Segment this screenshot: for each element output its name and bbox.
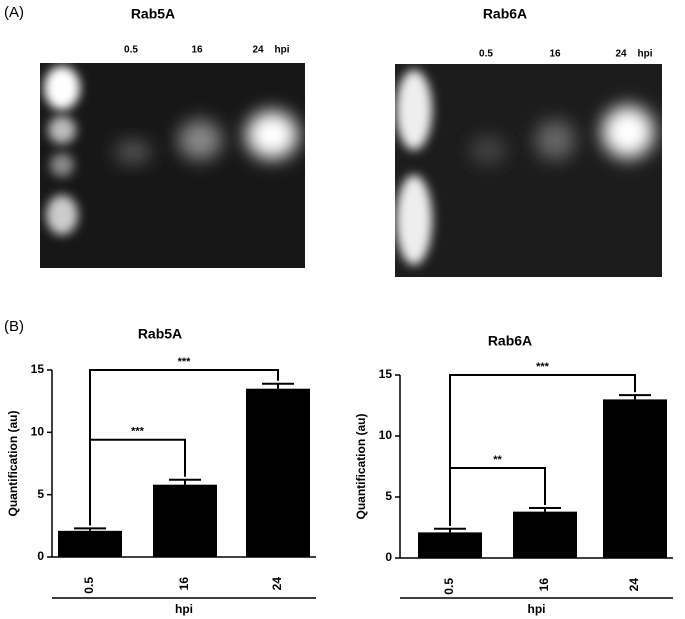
lane-label: 0.5 [479, 49, 493, 60]
significance-label: *** [536, 361, 550, 373]
unit-label: hpi [275, 45, 290, 56]
y-tick-label: 5 [385, 489, 392, 503]
y-tick-label: 0 [385, 550, 392, 564]
chart-title: Rab5A [138, 326, 182, 342]
y-tick-label: 15 [379, 367, 393, 381]
x-tick-label: 16 [177, 577, 191, 591]
y-tick-label: 15 [31, 362, 45, 376]
x-tick-label: 24 [270, 577, 284, 591]
bar [603, 399, 667, 558]
bar [418, 532, 482, 558]
unit-label: hpi [638, 49, 653, 60]
y-axis-label: Quantification (au) [354, 414, 368, 520]
gel-title: Rab6A [483, 6, 527, 22]
gel-title: Rab5A [131, 6, 175, 22]
panel-label: (A) [4, 4, 24, 21]
chart-title: Rab6A [488, 333, 532, 349]
gel-image [395, 64, 662, 277]
lane-label: 24 [615, 49, 627, 60]
lane-label: 24 [252, 45, 264, 56]
y-tick-label: 10 [379, 428, 393, 442]
significance-label: *** [131, 426, 145, 438]
y-tick-label: 5 [37, 487, 44, 501]
significance-label: *** [178, 356, 192, 368]
y-axis-label: Quantification (au) [6, 411, 20, 517]
lane-label: 0.5 [124, 45, 138, 56]
y-tick-label: 0 [37, 549, 44, 563]
lane-label: 16 [549, 49, 561, 60]
panel-label: (B) [4, 318, 24, 335]
bar [58, 530, 122, 557]
significance-label: ** [493, 454, 502, 466]
x-axis-label: hpi [528, 602, 546, 616]
y-tick-label: 10 [31, 425, 45, 439]
bar [513, 511, 577, 558]
significance-bracket [449, 466, 546, 526]
significance-bracket [449, 374, 636, 526]
x-tick-label: 16 [537, 578, 551, 592]
x-tick-label: 0.5 [442, 578, 456, 595]
x-tick-label: 24 [627, 578, 641, 592]
lane-label: 16 [191, 45, 203, 56]
bar [153, 484, 217, 557]
x-axis-label: hpi [175, 602, 193, 616]
bar [246, 388, 310, 557]
x-tick-label: 0.5 [82, 577, 96, 594]
significance-bracket [89, 438, 186, 526]
gel-image [40, 63, 305, 268]
